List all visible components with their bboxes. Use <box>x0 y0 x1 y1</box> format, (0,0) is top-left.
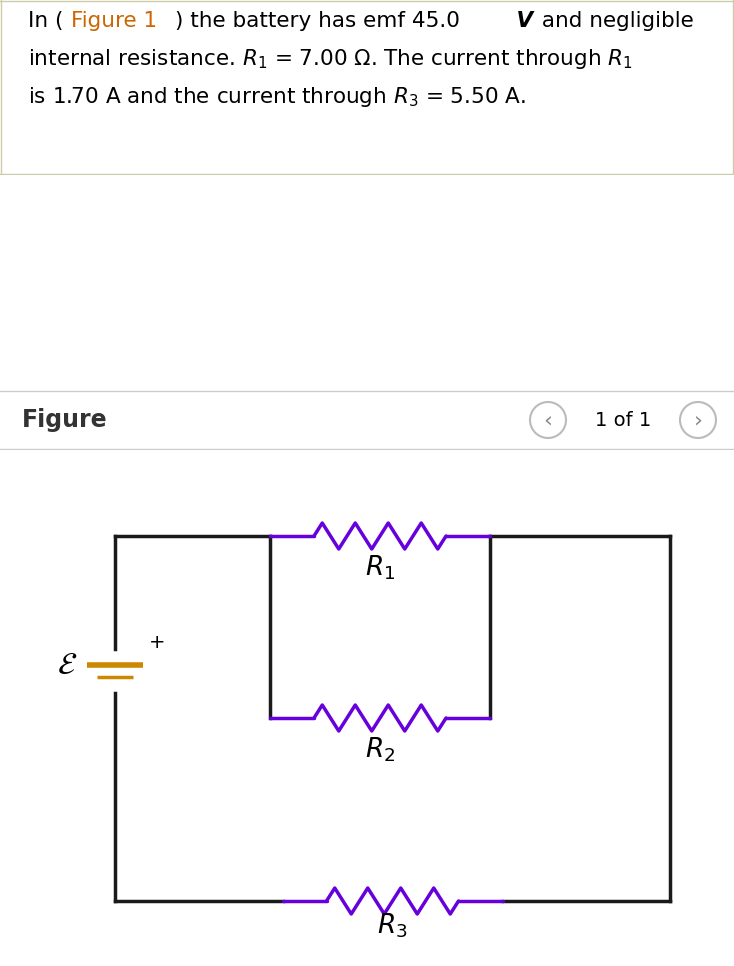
Text: is 1.70 A and the current through $R_3$ = 5.50 A.: is 1.70 A and the current through $R_3$ … <box>28 85 526 109</box>
Text: and negligible: and negligible <box>535 11 694 31</box>
Text: ) the battery has emf 45.0: ) the battery has emf 45.0 <box>175 11 460 31</box>
Text: $\mathcal{E}$: $\mathcal{E}$ <box>57 651 77 680</box>
Text: +: + <box>149 634 165 652</box>
Text: Figure 1: Figure 1 <box>71 11 157 31</box>
Text: $R_1$: $R_1$ <box>365 554 395 582</box>
Text: Figure: Figure <box>22 408 108 432</box>
Text: ›: › <box>694 410 702 430</box>
Text: V: V <box>509 11 533 31</box>
Text: ‹: ‹ <box>543 410 553 430</box>
Text: $R_2$: $R_2$ <box>365 736 395 764</box>
Text: $R_3$: $R_3$ <box>377 911 408 940</box>
Text: In (: In ( <box>28 11 63 31</box>
Text: internal resistance. $R_1$ = 7.00 $\Omega$. The current through $R_1$: internal resistance. $R_1$ = 7.00 $\Omeg… <box>28 47 633 71</box>
Text: 1 of 1: 1 of 1 <box>595 411 651 430</box>
